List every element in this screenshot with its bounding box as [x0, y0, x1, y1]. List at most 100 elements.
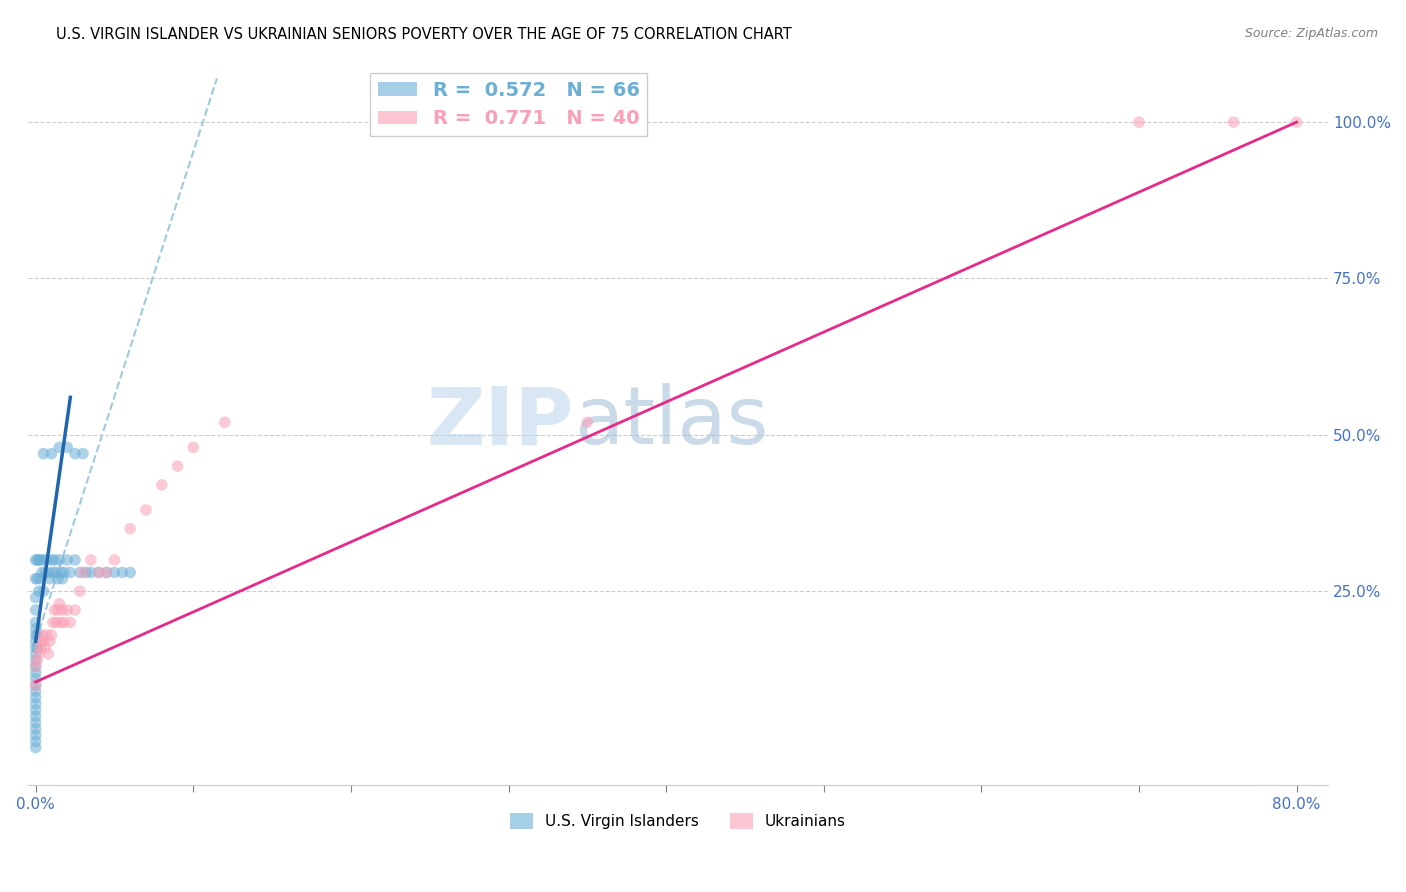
Point: [56, 553, 79, 567]
Point: [135, 503, 157, 517]
Point: [49, 566, 72, 580]
Point: [48, 441, 70, 455]
Point: [24, 678, 46, 692]
Point: [44, 603, 66, 617]
Point: [46, 572, 69, 586]
Point: [59, 615, 82, 630]
Point: [63, 553, 86, 567]
Point: [53, 566, 76, 580]
Point: [42, 615, 65, 630]
Point: [31, 566, 53, 580]
Point: [103, 566, 125, 580]
Point: [42, 566, 65, 580]
Point: [111, 566, 134, 580]
Point: [28, 647, 51, 661]
Point: [24, 603, 46, 617]
Point: [24, 740, 46, 755]
Point: [24, 665, 46, 680]
Point: [24, 572, 46, 586]
Point: [30, 572, 52, 586]
Point: [24, 615, 46, 630]
Point: [49, 615, 72, 630]
Point: [28, 553, 51, 567]
Point: [24, 722, 46, 736]
Point: [24, 690, 46, 705]
Point: [51, 603, 73, 617]
Point: [24, 678, 46, 692]
Point: [48, 597, 70, 611]
Point: [45, 615, 67, 630]
Point: [56, 603, 79, 617]
Point: [31, 628, 53, 642]
Point: [53, 615, 76, 630]
Text: Source: ZipAtlas.com: Source: ZipAtlas.com: [1244, 27, 1378, 40]
Point: [24, 634, 46, 648]
Point: [24, 640, 46, 655]
Point: [96, 566, 118, 580]
Point: [63, 447, 86, 461]
Point: [38, 634, 60, 648]
Point: [24, 622, 46, 636]
Text: U.S. VIRGIN ISLANDER VS UKRAINIAN SENIORS POVERTY OVER THE AGE OF 75 CORRELATION: U.S. VIRGIN ISLANDER VS UKRAINIAN SENIOR…: [56, 27, 792, 42]
Point: [41, 553, 63, 567]
Legend: U.S. Virgin Islanders, Ukrainians: U.S. Virgin Islanders, Ukrainians: [503, 807, 852, 836]
Point: [37, 647, 59, 661]
Point: [25, 640, 48, 655]
Point: [24, 647, 46, 661]
Point: [24, 684, 46, 698]
Point: [120, 522, 142, 536]
Point: [25, 628, 48, 642]
Point: [25, 553, 48, 567]
Point: [30, 553, 52, 567]
Point: [576, 415, 599, 429]
Point: [59, 566, 82, 580]
Point: [24, 553, 46, 567]
Point: [25, 572, 48, 586]
Point: [120, 566, 142, 580]
Point: [87, 566, 110, 580]
Point: [24, 591, 46, 605]
Point: [24, 659, 46, 673]
Point: [30, 634, 52, 648]
Point: [48, 553, 70, 567]
Point: [45, 566, 67, 580]
Text: ZIP: ZIP: [426, 384, 574, 461]
Point: [166, 459, 188, 474]
Point: [28, 584, 51, 599]
Point: [51, 572, 73, 586]
Point: [69, 566, 91, 580]
Point: [72, 447, 94, 461]
Point: [181, 441, 204, 455]
Point: [44, 553, 66, 567]
Point: [32, 553, 55, 567]
Point: [24, 709, 46, 723]
Point: [24, 628, 46, 642]
Point: [24, 728, 46, 742]
Point: [96, 566, 118, 580]
Point: [32, 447, 55, 461]
Point: [69, 584, 91, 599]
Point: [24, 653, 46, 667]
Text: atlas: atlas: [574, 384, 768, 461]
Point: [214, 415, 236, 429]
Point: [24, 703, 46, 717]
Point: [63, 603, 86, 617]
Point: [34, 640, 56, 655]
Point: [24, 715, 46, 730]
Point: [56, 441, 79, 455]
Point: [37, 566, 59, 580]
Point: [30, 640, 52, 655]
Point: [46, 603, 69, 617]
Point: [24, 659, 46, 673]
Point: [24, 697, 46, 711]
Point: [1285, 115, 1308, 129]
Point: [24, 672, 46, 686]
Point: [25, 653, 48, 667]
Point: [1222, 115, 1244, 129]
Point: [72, 566, 94, 580]
Point: [1128, 115, 1150, 129]
Point: [35, 553, 58, 567]
Point: [34, 566, 56, 580]
Point: [32, 584, 55, 599]
Point: [150, 478, 173, 492]
